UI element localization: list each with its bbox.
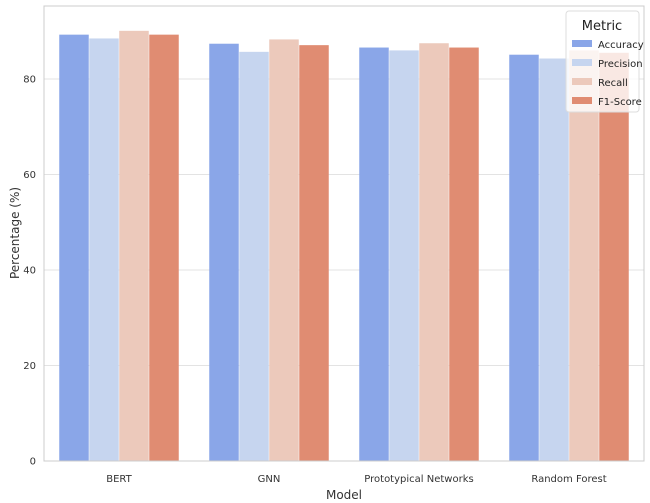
y-tick-label: 60 xyxy=(23,170,36,181)
bar-precision-prototypical-networks xyxy=(389,50,419,462)
bar-accuracy-random-forest xyxy=(509,54,539,461)
y-tick-label: 0 xyxy=(30,457,36,468)
y-tick-label: 40 xyxy=(23,266,36,277)
bars xyxy=(59,30,629,462)
bar-f1-score-prototypical-networks xyxy=(449,47,479,461)
bar-precision-random-forest xyxy=(539,58,569,461)
x-tick-label: GNN xyxy=(258,474,281,485)
bar-precision-bert xyxy=(89,38,119,462)
legend-box xyxy=(565,10,640,113)
bar-recall-bert xyxy=(119,30,149,461)
y-tick-labels: 0 20 40 60 80 xyxy=(23,75,36,468)
bar-accuracy-bert xyxy=(59,34,89,461)
legend-title: Metric xyxy=(582,19,622,34)
bar-accuracy-gnn xyxy=(209,43,239,461)
bar-f1-score-random-forest xyxy=(599,52,629,461)
legend-swatch xyxy=(572,97,592,104)
y-axis-label: Percentage (%) xyxy=(8,187,22,279)
x-tick-label: Prototypical Networks xyxy=(364,474,473,485)
y-tick-label: 20 xyxy=(23,361,36,372)
bar-f1-score-bert xyxy=(149,34,179,461)
y-tick-label: 80 xyxy=(23,75,36,86)
legend-swatch xyxy=(572,40,592,47)
legend-label: Recall xyxy=(598,78,628,89)
plot-frame xyxy=(43,5,645,462)
legend-swatch xyxy=(572,78,592,85)
bar-recall-gnn xyxy=(269,39,299,461)
legend: Metric Accuracy Precision Recall F1-Score xyxy=(565,10,644,113)
bar-accuracy-prototypical-networks xyxy=(359,47,389,461)
bar-recall-random-forest xyxy=(569,50,599,462)
bar-precision-gnn xyxy=(239,51,269,462)
bar-f1-score-gnn xyxy=(299,45,329,461)
legend-label: F1-Score xyxy=(598,97,642,108)
legend-label: Accuracy xyxy=(598,40,644,51)
x-tick-labels: BERT GNN Prototypical Networks Random Fores… xyxy=(106,474,606,485)
legend-swatch xyxy=(572,59,592,66)
x-tick-label: Random Forest xyxy=(531,474,606,485)
bar-recall-prototypical-networks xyxy=(419,43,449,461)
legend-label: Precision xyxy=(598,59,643,70)
x-axis-label: Model xyxy=(326,488,362,502)
x-tick-label: BERT xyxy=(106,474,132,485)
